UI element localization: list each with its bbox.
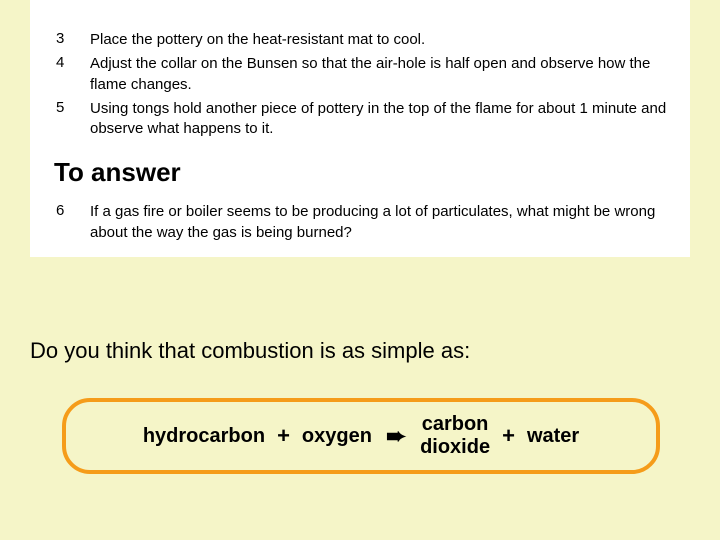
item-number: 4 <box>50 54 90 95</box>
question-text: Do you think that combustion is as simpl… <box>30 338 470 364</box>
eq-term-water: water <box>527 425 579 448</box>
plus-icon: + <box>273 423 294 449</box>
item-text: Place the pottery on the heat-resistant … <box>90 30 670 50</box>
eq-term-hydrocarbon: hydrocarbon <box>143 425 265 448</box>
eq-term-line: carbon <box>422 413 489 436</box>
list-item: 3 Place the pottery on the heat-resistan… <box>50 30 670 50</box>
equation-box: hydrocarbon + oxygen ➨ carbon dioxide + … <box>62 398 660 474</box>
list-item: 4 Adjust the collar on the Bunsen so tha… <box>50 54 670 95</box>
eq-term-carbon-dioxide: carbon dioxide <box>420 413 490 459</box>
item-number: 3 <box>50 30 90 50</box>
instructions-box: 3 Place the pottery on the heat-resistan… <box>30 0 690 257</box>
list-item: 6 If a gas fire or boiler seems to be pr… <box>50 202 670 243</box>
list-item: 5 Using tongs hold another piece of pott… <box>50 99 670 140</box>
item-number: 6 <box>50 202 90 243</box>
item-text: If a gas fire or boiler seems to be prod… <box>90 202 670 243</box>
item-text: Adjust the collar on the Bunsen so that … <box>90 54 670 95</box>
arrow-icon: ➨ <box>380 422 412 451</box>
eq-term-line: dioxide <box>420 436 490 459</box>
equation-content: hydrocarbon + oxygen ➨ carbon dioxide + … <box>143 413 579 459</box>
item-number: 5 <box>50 99 90 140</box>
section-title: To answer <box>54 157 670 188</box>
plus-icon: + <box>498 423 519 449</box>
item-text: Using tongs hold another piece of potter… <box>90 99 670 140</box>
eq-term-oxygen: oxygen <box>302 425 372 448</box>
